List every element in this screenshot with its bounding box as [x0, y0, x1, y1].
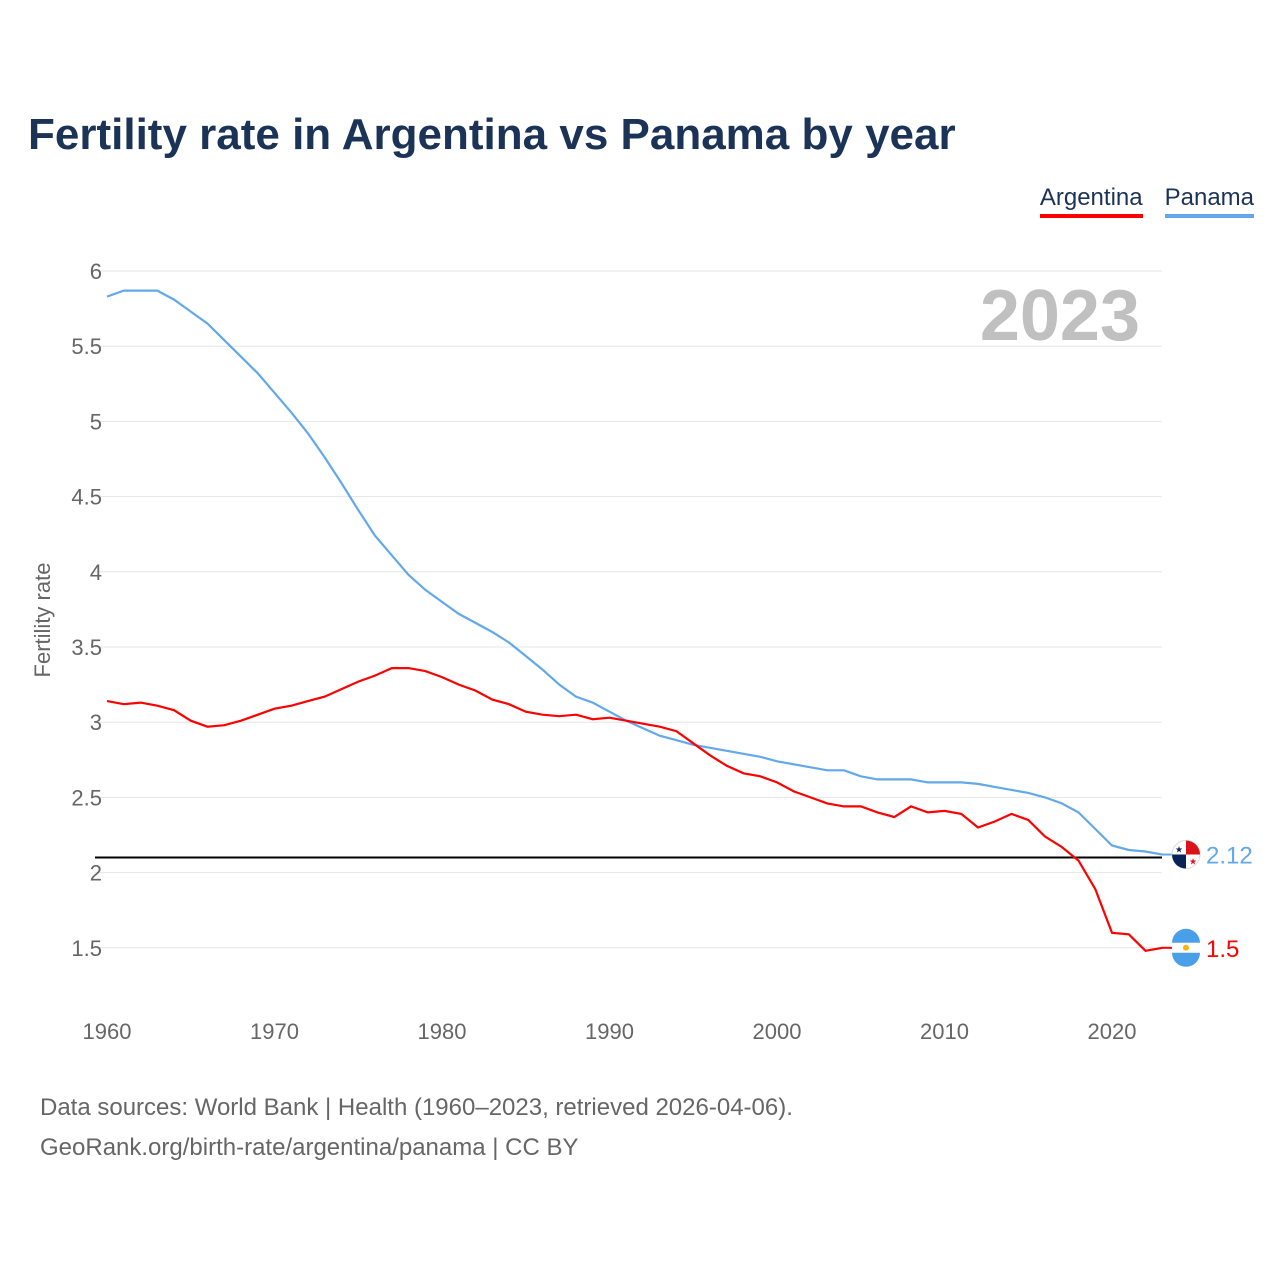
source-line-2[interactable]: GeoRank.org/birth-rate/argentina/panama …	[40, 1134, 579, 1161]
x-tick-label: 2010	[920, 1019, 969, 1044]
year-watermark: 2023	[980, 276, 1140, 356]
end-value-label-panama: 2.12	[1206, 843, 1253, 870]
y-tick-label: 5	[90, 409, 102, 434]
flag-star: ★	[1175, 845, 1183, 855]
x-tick-label: 1960	[83, 1019, 132, 1044]
source-line-1: Data sources: World Bank | Health (1960–…	[40, 1094, 793, 1121]
x-tick-label: 1970	[250, 1019, 299, 1044]
legend: Argentina Panama	[1039, 184, 1254, 218]
y-tick-label: 6	[90, 259, 102, 284]
y-axis-label: Fertility rate	[30, 563, 55, 678]
end-value-label-argentina: 1.5	[1206, 936, 1239, 963]
flag-red-quarter	[1186, 840, 1200, 855]
x-tick-label: 1990	[585, 1019, 634, 1044]
y-tick-label: 3	[90, 710, 102, 735]
legend-argentina[interactable]: Argentina	[1039, 184, 1143, 218]
chart-title: Fertility rate in Argentina vs Panama by…	[28, 110, 956, 159]
y-tick-label: 4.5	[71, 485, 102, 510]
series-line-panama	[106, 289, 1163, 856]
x-tick-label: 2020	[1088, 1019, 1137, 1044]
series-line-argentina	[106, 666, 1163, 952]
x-tick-label: 2000	[753, 1019, 802, 1044]
flag-sun	[1183, 944, 1189, 951]
legend-panama[interactable]: Panama	[1164, 184, 1254, 218]
flag-bottom-band	[1172, 952, 1200, 967]
y-tick-label: 1.5	[71, 936, 102, 961]
y-tick-label: 4	[90, 560, 102, 585]
y-tick-label: 2	[90, 861, 102, 886]
y-tick-label: 3.5	[71, 635, 102, 660]
flag-star: ★	[1189, 857, 1197, 867]
y-tick-label: 2.5	[71, 785, 102, 810]
flag-blue-quarter	[1172, 854, 1186, 869]
x-tick-label: 1980	[418, 1019, 467, 1044]
flag-top-band	[1172, 928, 1200, 943]
y-tick-label: 5.5	[71, 334, 102, 359]
source-note: Data sources: World Bank | Health (1960–…	[40, 1088, 793, 1168]
